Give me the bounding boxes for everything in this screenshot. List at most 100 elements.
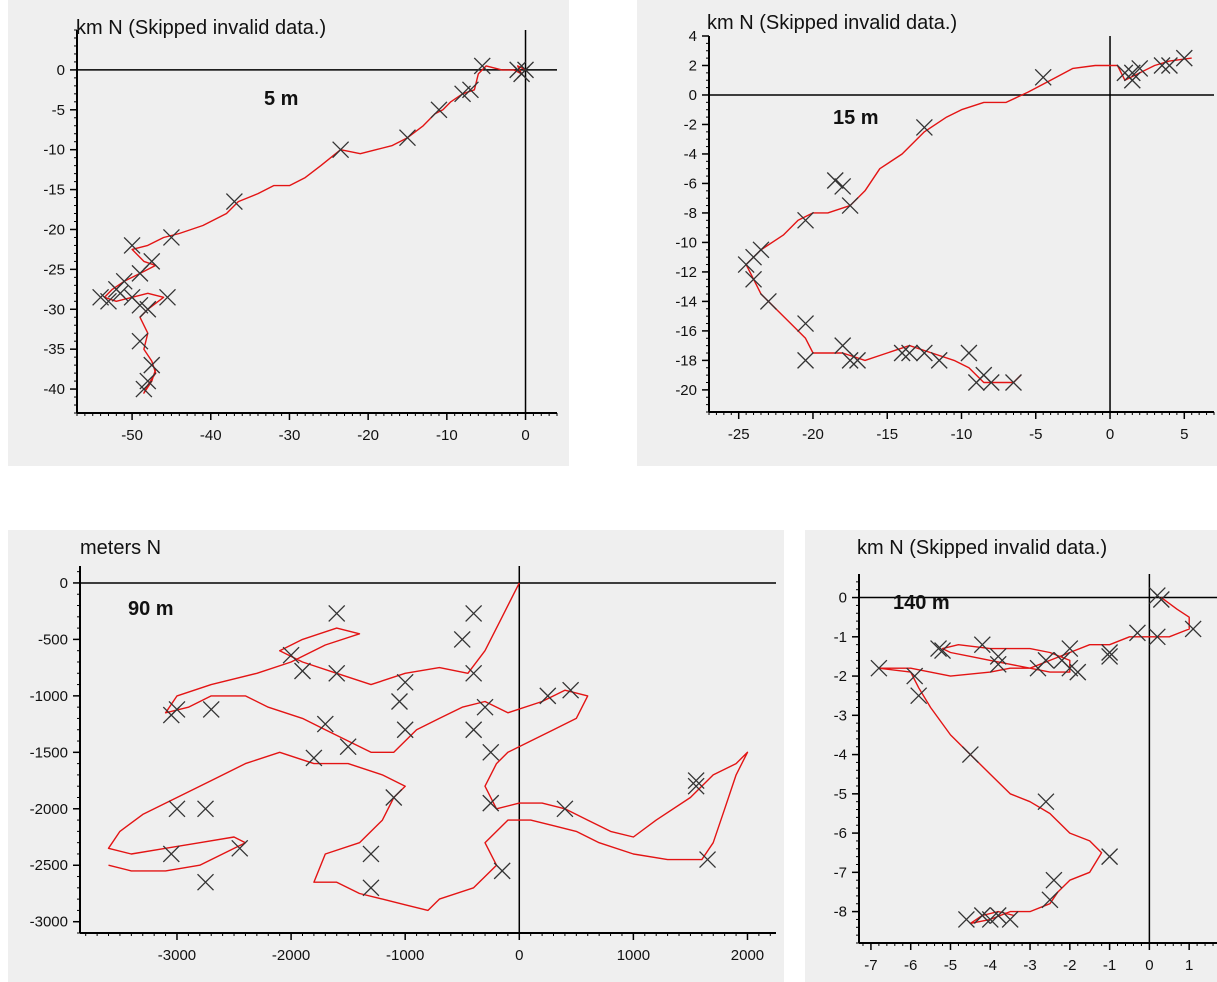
fix-marker: [961, 746, 979, 764]
fix-marker: [111, 284, 129, 302]
x-tick-label: -20: [802, 426, 824, 443]
fix-marker: [100, 292, 117, 310]
chart-panel-3: meters N 90 m -3000 -2000 -1000 0 1000 2000 0-…: [8, 530, 784, 982]
fix-marker: [328, 664, 346, 682]
x-tick-label: -15: [876, 426, 898, 443]
fix-marker: [982, 374, 1000, 391]
fix-marker: [465, 604, 483, 622]
x-tick-label: -2000: [272, 947, 310, 964]
fix-marker: [834, 177, 852, 195]
fix-marker: [396, 673, 414, 691]
fix-marker: [934, 642, 951, 660]
chart-annotation: 140 m: [893, 592, 950, 614]
fix-marker: [915, 344, 933, 362]
y-axis-label: km N (Skipped invalid data.): [76, 17, 327, 39]
fix-marker: [162, 845, 180, 863]
chart-svg: -7 -6 -5 -4 -3 -2 -1 0 1 0 -1 -2 -3 -4 -5 -6 -7 -8: [834, 574, 1217, 974]
fix-marker: [930, 351, 948, 369]
fix-marker: [92, 288, 110, 306]
fix-marker: [906, 667, 924, 685]
fix-marker: [1029, 659, 1047, 677]
fix-marker: [493, 862, 511, 880]
x-tick-label: -2: [1063, 957, 1076, 974]
fix-marker: [1184, 620, 1202, 638]
y-tick-label: -14: [675, 293, 697, 310]
x-tick-label: -3000: [158, 947, 196, 964]
fix-marker: [139, 372, 157, 390]
fix-marker: [1101, 644, 1119, 661]
y-tick-label: -25: [43, 261, 65, 278]
fix-marker: [1101, 647, 1119, 665]
y-axis-label: meters N: [80, 537, 162, 559]
chart-annotation: 90 m: [128, 598, 174, 620]
fix-marker: [973, 636, 991, 654]
x-tick-label: -10: [951, 426, 973, 443]
fix-marker: [454, 85, 472, 103]
fix-marker: [901, 344, 918, 362]
fix-marker: [1001, 910, 1019, 928]
chart-svg: -50 -40 -30 -20 -10 0 0 -5 -10 -15 -20 -25 -30 -35 -40: [43, 29, 558, 444]
chart-annotation: 5 m: [264, 88, 299, 110]
fix-marker: [476, 698, 494, 716]
y-tick-label: -3000: [30, 914, 68, 931]
fix-marker: [453, 630, 471, 648]
fix-marker: [328, 604, 346, 622]
fix-marker: [362, 845, 380, 863]
y-tick-label: -2: [684, 116, 697, 133]
fix-marker: [1131, 59, 1149, 77]
y-tick-label: -10: [43, 142, 65, 159]
fix-marker: [131, 296, 149, 314]
fix-marker: [1160, 57, 1178, 74]
fix-marker: [745, 270, 763, 288]
fix-marker: [131, 332, 149, 350]
fix-marker: [797, 315, 815, 332]
fix-marker: [396, 721, 414, 739]
chart-svg: -25 -20 -15 -10 -5 0 5 4 2 0 -2 -4 -6 -8 -10 -12 -14 -16 -…: [675, 28, 1215, 443]
x-tick-label: -20: [357, 427, 379, 444]
fix-marker: [135, 380, 153, 398]
fix-marker: [870, 659, 888, 677]
y-tick-label: -2: [834, 668, 847, 685]
y-tick-label: 0: [57, 62, 65, 79]
fix-marker: [509, 61, 527, 79]
fix-marker: [849, 351, 866, 369]
fix-marker: [1148, 628, 1166, 646]
x-tick-label: 5: [1180, 426, 1188, 443]
fix-marker: [797, 351, 815, 369]
y-tick-label: -8: [834, 904, 847, 921]
y-tick-label: -1000: [30, 688, 68, 705]
track-line: [745, 57, 1192, 384]
y-tick-label: -15: [43, 182, 65, 199]
y-tick-label: -35: [43, 341, 65, 358]
y-tick-label: -4: [684, 146, 697, 163]
fix-marker: [197, 800, 214, 818]
chart-annotation: 15 m: [833, 107, 879, 129]
y-tick-label: 0: [689, 87, 697, 104]
x-tick-label: -30: [279, 427, 301, 444]
x-tick-label: 0: [1106, 426, 1114, 443]
fix-marker: [1153, 57, 1171, 74]
fix-marker: [834, 337, 852, 355]
fix-marker: [841, 197, 859, 215]
x-tick-label: -50: [121, 427, 143, 444]
y-tick-label: -2000: [30, 801, 68, 818]
fix-marker: [362, 879, 380, 897]
x-tick-label: 0: [1145, 957, 1153, 974]
fix-marker: [737, 256, 755, 274]
x-tick-label: -25: [728, 426, 750, 443]
fix-marker: [1061, 659, 1079, 677]
fix-marker: [973, 907, 991, 924]
fix-marker: [131, 264, 149, 282]
track-line: [107, 582, 749, 912]
fix-marker: [910, 687, 928, 705]
x-tick-label: -1: [1103, 957, 1116, 974]
fix-marker: [231, 839, 249, 857]
fix-marker: [294, 662, 311, 680]
fix-marker: [282, 646, 300, 664]
fix-marker: [225, 193, 243, 211]
track-line: [878, 597, 1190, 925]
y-tick-label: -7: [834, 864, 847, 881]
fix-marker: [482, 743, 500, 761]
x-tick-label: -10: [436, 427, 458, 444]
fix-marker: [430, 101, 448, 119]
